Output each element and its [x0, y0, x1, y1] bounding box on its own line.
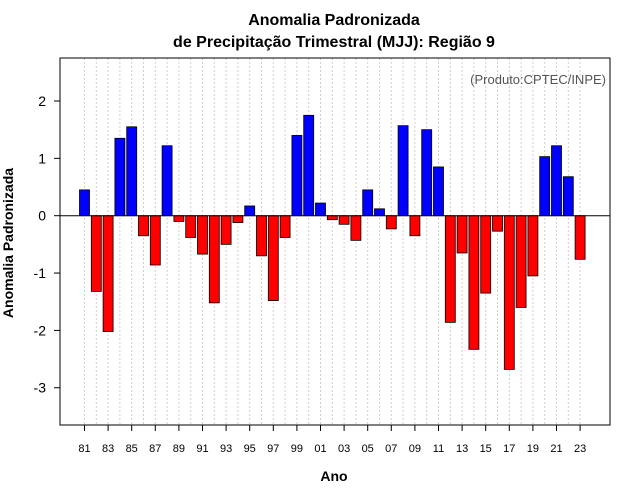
y-axis: -3 -2 -1 0 1 2: [34, 93, 60, 396]
bar-96: [256, 215, 267, 257]
bar-19: [527, 215, 539, 277]
x-tick-label: 03: [338, 443, 350, 455]
x-tick-label: 21: [550, 443, 562, 455]
bar-20: [539, 156, 551, 217]
bar-93: [220, 215, 232, 245]
bars: [79, 114, 586, 370]
y-axis-label: Anomalia Padronizada: [0, 168, 16, 318]
bar-18: [515, 215, 527, 308]
bar-22: [562, 176, 574, 217]
x-tick-label: 11: [433, 443, 444, 455]
x-tick-label: 91: [196, 443, 208, 455]
x-tick-label: 83: [102, 443, 114, 455]
x-tick-label: 81: [78, 443, 90, 455]
bar-11: [433, 166, 444, 217]
x-tick-label: 89: [173, 443, 185, 455]
bar-04: [350, 215, 362, 241]
bar-21: [551, 145, 562, 217]
bar-95: [244, 205, 256, 217]
bar-15: [480, 215, 492, 294]
bar-03: [338, 215, 350, 225]
bar-05: [362, 189, 374, 217]
bar-92: [208, 215, 220, 304]
bar-14: [468, 215, 480, 350]
x-tick-label: 93: [220, 443, 232, 455]
bar-84: [114, 137, 126, 217]
x-tick-label: 09: [409, 443, 421, 455]
x-tick-label: 19: [527, 443, 539, 455]
bar-89: [173, 215, 185, 222]
bar-85: [126, 126, 138, 217]
bar-86: [138, 215, 149, 237]
bar-91: [197, 215, 208, 255]
x-axis-label: Ano: [320, 468, 347, 484]
x-tick-label: 07: [385, 443, 397, 455]
bar-06: [374, 208, 385, 217]
x-tick-label: 05: [362, 443, 374, 455]
x-tick-label: 01: [314, 443, 326, 455]
y-tick-label: 2: [38, 93, 46, 109]
bar-02: [326, 215, 338, 221]
bar-07: [385, 215, 397, 230]
bar-17: [503, 215, 515, 370]
chart-title-line1: Anomalia Padronizada: [248, 12, 420, 29]
bar-10: [421, 129, 433, 217]
x-axis: 81 83 85 87 89 91 93 95 97 99 01 03 05 07 09 11 13 15 17 19…: [78, 425, 586, 455]
x-tick-label: 95: [244, 443, 256, 455]
bar-98: [279, 215, 291, 238]
bar-12: [444, 215, 456, 323]
y-tick-label: 0: [38, 208, 46, 224]
chart-title-line2: de Precipitação Trimestral (MJJ): Região…: [173, 34, 495, 51]
bar-01: [315, 202, 326, 217]
plot-frame: [59, 57, 611, 426]
x-tick-label: 15: [480, 443, 492, 455]
bar-90: [185, 215, 197, 238]
y-tick-label: 1: [38, 150, 46, 166]
x-tick-label: 99: [291, 443, 303, 455]
bar-81: [79, 189, 90, 217]
bar-83: [102, 215, 114, 332]
bar-87: [149, 215, 161, 266]
bar-88: [161, 145, 173, 217]
bar-99: [291, 135, 303, 217]
y-tick-label: -2: [34, 322, 47, 338]
x-tick-label: 87: [149, 443, 161, 455]
x-tick-label: 13: [456, 443, 468, 455]
y-tick-label: -3: [34, 380, 47, 396]
bar-13: [456, 215, 468, 254]
y-tick-label: -1: [34, 265, 47, 281]
bar-94: [232, 215, 244, 223]
x-tick-label: 17: [503, 443, 515, 455]
x-tick-label: 23: [574, 443, 586, 455]
x-tick-label: 85: [126, 443, 138, 455]
bar-97: [267, 215, 279, 301]
bar-23: [574, 215, 586, 260]
x-tick-label: 97: [267, 443, 279, 455]
bar-08: [397, 125, 409, 217]
source-annotation: (Produto:CPTEC/INPE): [470, 72, 606, 87]
bar-16: [492, 215, 503, 232]
bar-82: [90, 215, 102, 292]
bar-09: [409, 215, 421, 237]
bar-00: [303, 114, 315, 217]
